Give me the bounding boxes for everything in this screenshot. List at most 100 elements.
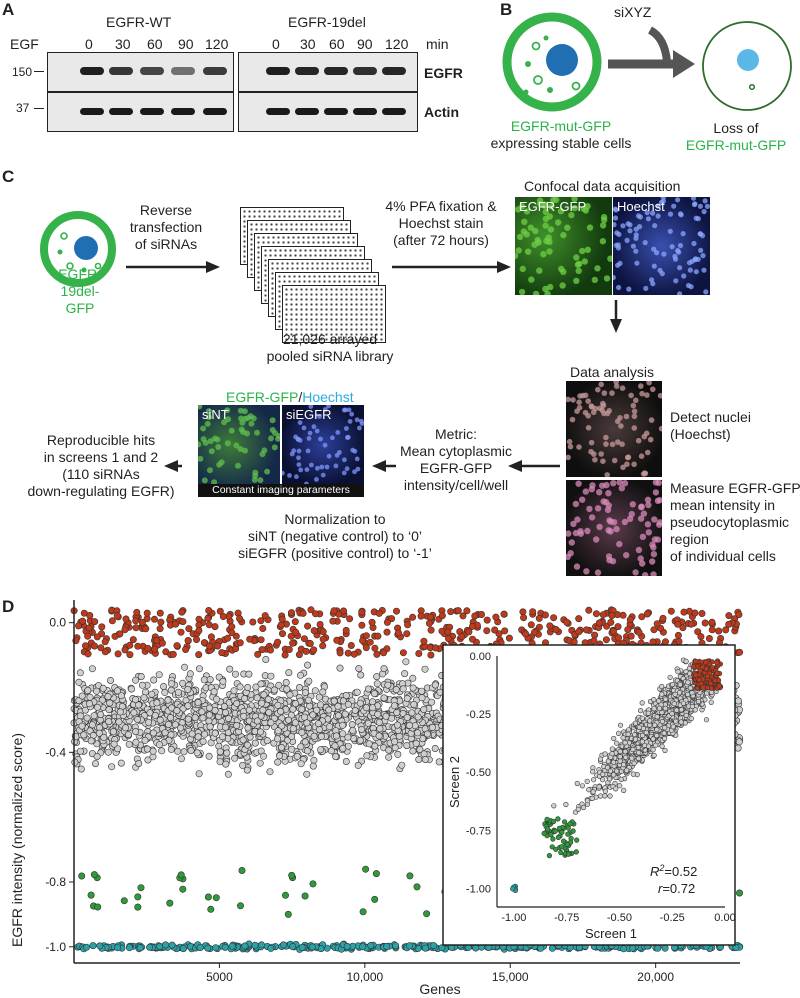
hit-point bbox=[362, 632, 370, 640]
hit-point bbox=[236, 639, 244, 647]
hit-point bbox=[725, 612, 733, 620]
gene-point bbox=[275, 681, 283, 689]
egfr-band bbox=[266, 67, 290, 75]
gene-point bbox=[216, 748, 224, 756]
hit-point bbox=[219, 613, 227, 621]
gene-point bbox=[128, 685, 136, 693]
gene-point bbox=[201, 730, 209, 738]
hit-point bbox=[694, 628, 702, 636]
gene-point bbox=[107, 677, 115, 685]
hit-point bbox=[347, 641, 355, 649]
control-point bbox=[96, 942, 104, 950]
hit-point bbox=[458, 633, 466, 641]
reverse-l3: of siRNAs bbox=[134, 236, 198, 252]
gene-point bbox=[315, 726, 323, 734]
inset-point bbox=[590, 777, 597, 783]
gene-point bbox=[405, 721, 413, 729]
gene-point bbox=[409, 747, 417, 755]
control-point bbox=[343, 942, 351, 950]
gene-point bbox=[184, 702, 192, 710]
gene-point bbox=[105, 718, 113, 726]
inset-point bbox=[614, 740, 620, 746]
hit-point bbox=[142, 625, 150, 633]
gene-point bbox=[253, 694, 261, 702]
hit-point bbox=[399, 649, 407, 657]
hit-point bbox=[608, 612, 616, 620]
x-tick-label: 20,000 bbox=[637, 970, 674, 984]
hit-point bbox=[228, 629, 236, 637]
hit-point bbox=[438, 612, 446, 620]
hit-point bbox=[708, 626, 716, 634]
inset-point bbox=[579, 783, 586, 789]
gene-point bbox=[116, 708, 124, 716]
mw-37-tick bbox=[34, 108, 44, 109]
timepoint-label: 90 bbox=[178, 36, 194, 52]
downregulator-point bbox=[237, 902, 245, 910]
siRNA-plate bbox=[282, 285, 386, 343]
gene-point bbox=[355, 665, 363, 673]
egfr-band bbox=[140, 67, 164, 75]
hit-point bbox=[708, 618, 716, 626]
control-point bbox=[162, 941, 170, 949]
hit-point bbox=[98, 623, 106, 631]
timepoint-label: 90 bbox=[357, 36, 373, 52]
hit-point bbox=[184, 636, 192, 644]
y-tick-label: -0.4 bbox=[45, 745, 66, 759]
hit-point bbox=[661, 638, 669, 646]
gene-point bbox=[314, 720, 322, 728]
downregulator-point bbox=[120, 897, 128, 905]
gene-point bbox=[205, 711, 213, 719]
control-point bbox=[228, 942, 236, 950]
inset-point bbox=[667, 674, 673, 680]
hit-point bbox=[615, 634, 623, 642]
gene-point bbox=[92, 760, 100, 768]
downregulator-point bbox=[362, 865, 370, 873]
mw-150: 150 bbox=[12, 65, 33, 79]
control-point bbox=[661, 944, 669, 952]
gene-point bbox=[76, 712, 84, 720]
gene-point bbox=[344, 733, 352, 741]
hit-point bbox=[614, 623, 622, 631]
hit-point bbox=[680, 608, 688, 616]
gene-point bbox=[135, 701, 143, 709]
gene-point bbox=[177, 724, 185, 732]
measure-l3: pseudocytoplasmic bbox=[670, 514, 790, 530]
hit-point bbox=[679, 624, 687, 632]
gene-point bbox=[125, 740, 133, 748]
loss-of-label: Loss of bbox=[713, 120, 759, 136]
hit-point bbox=[375, 609, 383, 617]
gene-point bbox=[267, 719, 275, 727]
gene-point bbox=[310, 756, 318, 764]
hit-point bbox=[383, 618, 391, 626]
gene-point bbox=[132, 676, 140, 684]
gene-point bbox=[414, 713, 422, 721]
actin-band bbox=[353, 108, 377, 115]
control-point bbox=[126, 944, 134, 952]
gfp-cell-icon bbox=[502, 12, 602, 112]
reverse-l2: transfection bbox=[129, 219, 203, 235]
hit-point bbox=[415, 649, 423, 657]
gene-point bbox=[415, 756, 423, 764]
gene-point bbox=[167, 714, 175, 722]
gene-point bbox=[369, 704, 377, 712]
cell-name-l1: EGFR- bbox=[58, 266, 102, 282]
hit-point bbox=[535, 614, 543, 622]
gene-point bbox=[356, 699, 364, 707]
gene-point bbox=[374, 710, 382, 718]
hit-point bbox=[311, 610, 319, 618]
hit-point bbox=[444, 634, 452, 642]
gene-point bbox=[114, 745, 122, 753]
norm-l3: siEGFR (positive control) to ‘-1’ bbox=[238, 545, 432, 561]
gene-point bbox=[168, 680, 176, 688]
gene-point bbox=[78, 722, 86, 730]
hit-point bbox=[114, 650, 122, 658]
downregulator-point bbox=[94, 903, 102, 911]
gene-point bbox=[334, 702, 342, 710]
y-tick-label: 0.0 bbox=[49, 616, 66, 630]
gene-point bbox=[277, 744, 285, 752]
inset-point bbox=[602, 751, 608, 757]
inset-point bbox=[602, 793, 608, 799]
hit-point bbox=[108, 617, 116, 625]
gene-point bbox=[390, 702, 398, 710]
inset-point bbox=[551, 803, 557, 809]
